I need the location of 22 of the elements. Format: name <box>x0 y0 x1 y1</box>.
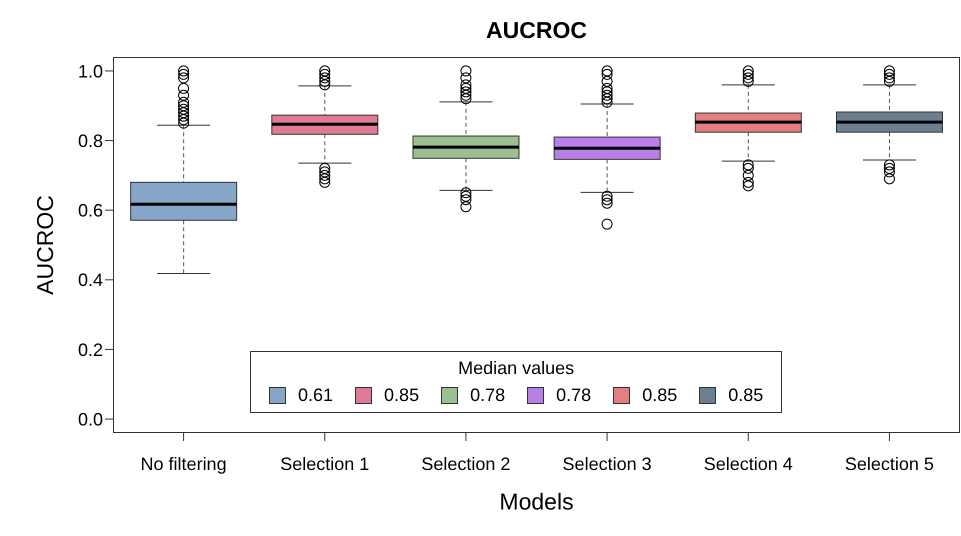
x-axis-title: Models <box>499 488 574 514</box>
x-tick-label: No filtering <box>140 454 227 474</box>
chart-title: AUCROC <box>486 17 587 43</box>
y-tick-label: 0.0 <box>78 409 103 430</box>
legend-label: 0.85 <box>384 385 420 406</box>
legend-label: 0.78 <box>556 385 592 406</box>
legend-label: 0.85 <box>728 385 764 406</box>
x-tick-label: Selection 5 <box>844 454 934 474</box>
legend-label: 0.78 <box>470 385 506 406</box>
y-tick-label: 0.8 <box>78 130 103 151</box>
y-tick-label: 1.0 <box>78 61 103 82</box>
x-tick-label: Selection 3 <box>562 454 652 474</box>
y-axis-title: AUCROC <box>32 195 58 295</box>
y-tick-label: 0.6 <box>78 200 103 221</box>
legend-label: 0.85 <box>642 385 678 406</box>
y-tick-label: 0.2 <box>78 340 103 360</box>
legend-label: 0.61 <box>298 385 334 406</box>
x-tick-label: Selection 4 <box>704 454 793 474</box>
x-tick-label: Selection 2 <box>421 454 510 474</box>
legend-title: Median values <box>457 358 576 379</box>
x-tick-label: Selection 1 <box>280 454 370 474</box>
y-tick-label: 0.4 <box>78 270 103 290</box>
